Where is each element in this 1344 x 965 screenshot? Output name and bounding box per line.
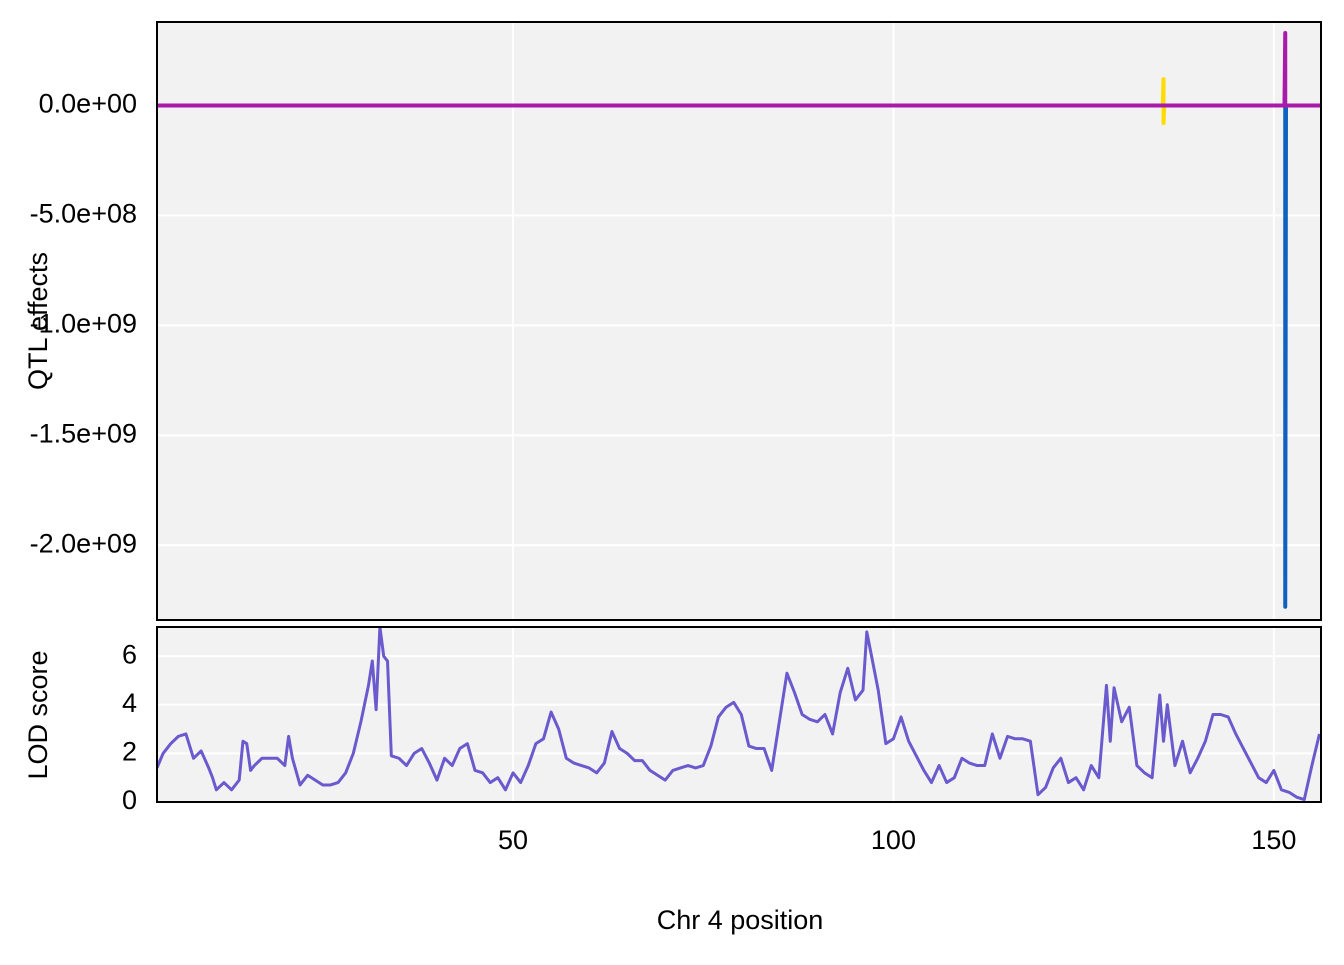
- y-tick-label: -1.0e+09: [30, 309, 137, 339]
- plot-frame: [156, 626, 1322, 803]
- y-axis-title: QTL effects: [23, 252, 53, 390]
- y-tick-label: 0: [122, 785, 137, 815]
- x-axis-title: Chr 4 position: [657, 905, 824, 935]
- y-tick-label: 4: [122, 688, 137, 718]
- y-tick-label: -2.0e+09: [30, 528, 137, 558]
- y-axis-title: LOD score: [23, 650, 53, 779]
- x-tick-label: 150: [1251, 825, 1296, 855]
- y-tick-label: 6: [122, 639, 137, 669]
- data-line: [157, 627, 1321, 802]
- y-tick-label: -5.0e+08: [30, 199, 137, 229]
- x-tick-label: 50: [498, 825, 528, 855]
- plot-background: [157, 22, 1321, 620]
- plot-frame: [156, 21, 1322, 621]
- y-tick-label: -1.5e+09: [30, 418, 137, 448]
- y-tick-label: 2: [122, 737, 137, 767]
- data-line: [157, 30, 1321, 108]
- y-tick-label: 0.0e+00: [39, 89, 137, 119]
- x-tick-label: 100: [871, 825, 916, 855]
